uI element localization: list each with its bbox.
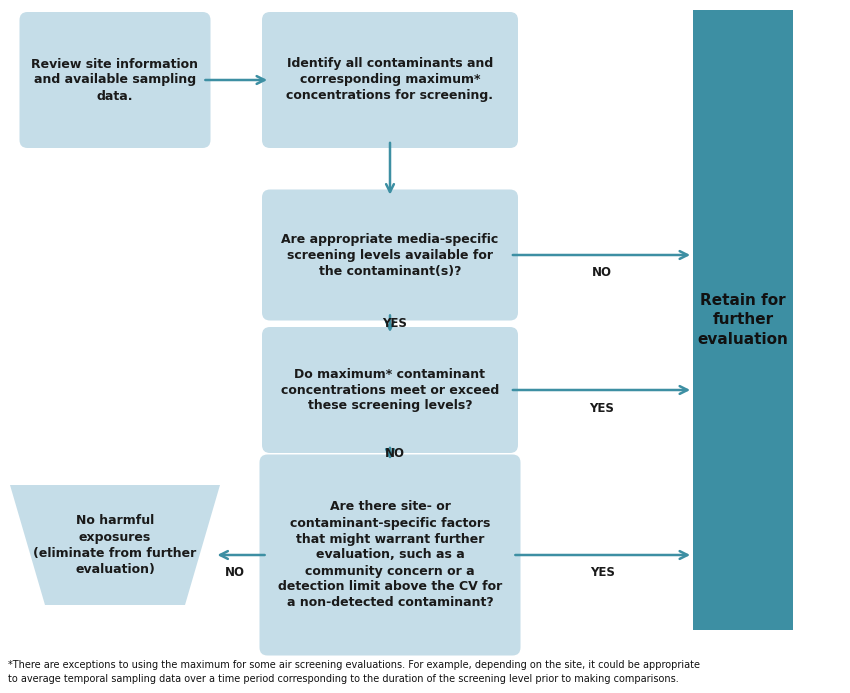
- Text: YES: YES: [589, 401, 614, 414]
- FancyBboxPatch shape: [693, 10, 793, 630]
- Text: Are appropriate media-specific
screening levels available for
the contaminant(s): Are appropriate media-specific screening…: [281, 232, 499, 277]
- Text: Retain for
further
evaluation: Retain for further evaluation: [698, 292, 789, 347]
- Text: YES: YES: [590, 566, 615, 579]
- FancyBboxPatch shape: [259, 455, 520, 656]
- Polygon shape: [10, 485, 220, 605]
- FancyBboxPatch shape: [20, 12, 211, 148]
- Text: *There are exceptions to using the maximum for some air screening evaluations. F: *There are exceptions to using the maxim…: [8, 660, 700, 670]
- Text: to average temporal sampling data over a time period corresponding to the durati: to average temporal sampling data over a…: [8, 674, 679, 684]
- Text: NO: NO: [592, 267, 611, 279]
- Text: Identify all contaminants and
corresponding maximum*
concentrations for screenin: Identify all contaminants and correspond…: [286, 58, 494, 103]
- FancyBboxPatch shape: [262, 12, 518, 148]
- Text: No harmful
exposures
(eliminate from further
evaluation): No harmful exposures (eliminate from fur…: [33, 514, 196, 575]
- Text: Are there site- or
contaminant-specific factors
that might warrant further
evalu: Are there site- or contaminant-specific …: [278, 500, 502, 610]
- Text: Review site information
and available sampling
data.: Review site information and available sa…: [31, 58, 199, 103]
- Text: Do maximum* contaminant
concentrations meet or exceed
these screening levels?: Do maximum* contaminant concentrations m…: [280, 367, 499, 412]
- Text: NO: NO: [225, 566, 245, 579]
- FancyBboxPatch shape: [262, 327, 518, 453]
- Text: YES: YES: [382, 317, 407, 331]
- Text: NO: NO: [385, 447, 405, 460]
- FancyBboxPatch shape: [262, 189, 518, 320]
